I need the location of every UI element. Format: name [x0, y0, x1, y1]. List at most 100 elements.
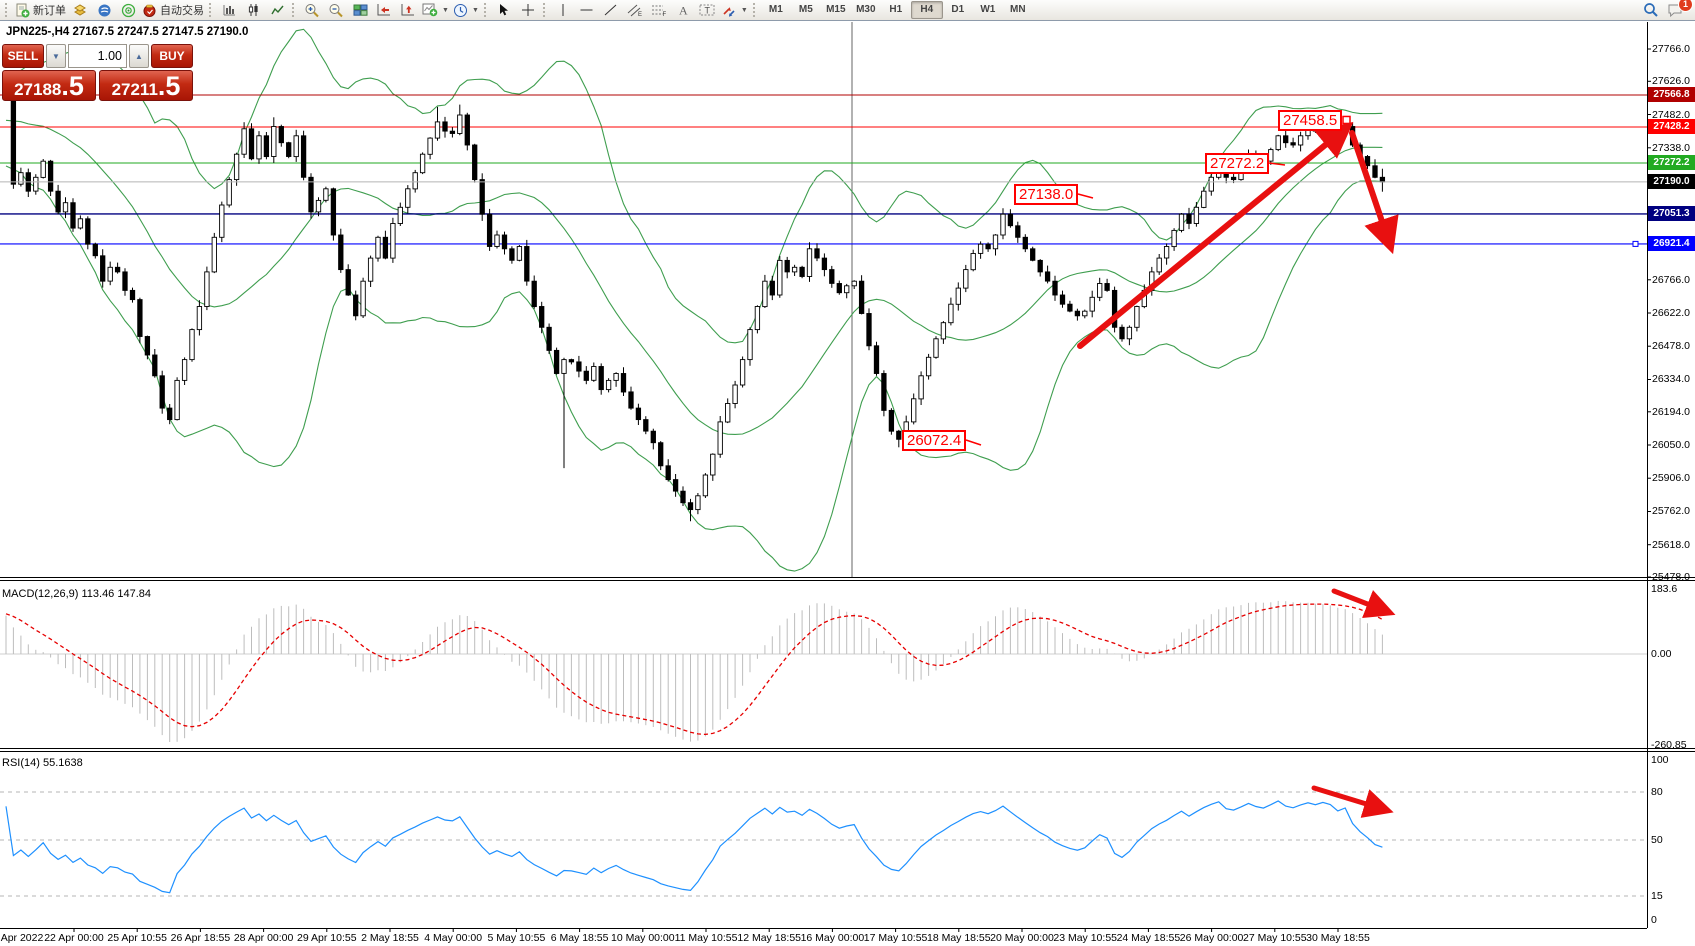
date-label: 23 May 10:55 — [1053, 932, 1118, 944]
buy-price-panel[interactable]: 27211 .5 — [99, 70, 193, 101]
autotrading-icon — [143, 4, 156, 17]
chart-window[interactable]: JPN225-,H4 27167.5 27247.5 27147.5 27190… — [0, 21, 1695, 946]
rsi-scale-label: 80 — [1651, 786, 1663, 798]
line-chart-button[interactable] — [265, 1, 289, 19]
dropdown-caret-icon: ▼ — [442, 6, 449, 14]
price-tick-label: 26622.0 — [1652, 307, 1690, 319]
sell-button[interactable]: SELL — [2, 44, 44, 68]
gold-icon — [74, 4, 86, 16]
timeframe-button-d1[interactable]: D1 — [951, 4, 965, 15]
date-label: 26 Apr 18:55 — [170, 932, 231, 944]
chart-canvas[interactable] — [0, 21, 1695, 946]
new-chart-button[interactable]: ▼ — [420, 1, 451, 19]
arrows-tool-button[interactable]: ▼ — [719, 1, 750, 19]
buy-button[interactable]: BUY — [151, 44, 193, 68]
candlestick-chart-icon — [248, 4, 258, 16]
timeframe-button-h1[interactable]: H1 — [889, 4, 903, 15]
date-label: 12 May 18:55 — [737, 932, 802, 944]
rsi-scale-label: 15 — [1651, 890, 1663, 902]
main-pane[interactable] — [0, 22, 1647, 577]
trend-down-arrow[interactable] — [1349, 130, 1399, 255]
radar-icon — [121, 3, 135, 17]
date-label: 2 May 18:55 — [361, 932, 419, 944]
toolbar-grip[interactable] — [542, 3, 548, 17]
date-label: 22 Apr 00:00 — [44, 932, 104, 944]
volume-decrease-button[interactable]: ▼ — [46, 44, 66, 68]
zoom-in-icon — [305, 3, 319, 17]
metaeditor-button[interactable] — [68, 1, 92, 19]
timeframe-button-h4[interactable]: H4 — [910, 1, 943, 19]
date-label: 4 May 00:00 — [424, 932, 483, 944]
timeframe-button-w1[interactable]: W1 — [980, 4, 996, 15]
auto-scroll-icon — [377, 4, 390, 16]
macd-down-arrow[interactable] — [1331, 588, 1396, 619]
search-button[interactable] — [1639, 1, 1663, 19]
volume-increase-button[interactable]: ▲ — [129, 44, 149, 68]
volume-input[interactable]: 1.00 — [68, 44, 127, 68]
signals-button[interactable] — [116, 1, 140, 19]
autotrading-button[interactable]: 自动交易 — [140, 1, 206, 19]
toolbar-grip[interactable] — [483, 3, 489, 17]
cursor-tool-button[interactable] — [492, 1, 516, 19]
date-label: 28 Apr 00:00 — [233, 932, 294, 944]
date-label: 29 Apr 10:55 — [297, 932, 357, 944]
chart-shift-button[interactable] — [396, 1, 420, 19]
horizontal-line-tool-button[interactable] — [575, 1, 599, 19]
date-label: 10 May 00:00 — [610, 932, 675, 944]
auto-scroll-button[interactable] — [372, 1, 396, 19]
zoom-out-button[interactable] — [324, 1, 348, 19]
toolbar-grip[interactable] — [752, 3, 758, 17]
text-tool-button[interactable]: A — [671, 1, 695, 19]
toolbar-grip[interactable] — [5, 3, 10, 17]
community-button[interactable] — [92, 1, 116, 19]
price-annotation[interactable]: 26072.4 — [902, 429, 967, 451]
annotation-handle[interactable] — [1342, 115, 1351, 125]
axis-price-badge: 27428.2 — [1648, 119, 1695, 135]
tile-windows-button[interactable] — [348, 1, 372, 19]
buy-price-frac: .5 — [157, 71, 181, 102]
crosshair-tool-button[interactable] — [516, 1, 540, 19]
axis-price-badge: 27566.8 — [1648, 87, 1695, 103]
date-label: 11 May 10:55 — [674, 932, 738, 944]
sell-price-panel[interactable]: 27188 .5 — [2, 70, 96, 101]
timeframe-button-m15[interactable]: M15 — [826, 4, 846, 15]
toolbar-grip[interactable] — [292, 3, 297, 17]
price-tick-label: 26194.0 — [1652, 405, 1690, 418]
trend-up-arrow[interactable] — [1077, 121, 1354, 349]
text-label-tool-button[interactable]: T — [695, 1, 719, 19]
notifications-button[interactable]: 1 — [1663, 0, 1693, 19]
svg-text:A: A — [679, 4, 688, 18]
price-annotation[interactable]: 27458.5 — [1278, 109, 1343, 131]
rsi-line — [5, 800, 1383, 894]
bollinger-middle-band[interactable] — [5, 119, 1383, 435]
timeframe-button-mn[interactable]: MN — [1010, 4, 1026, 15]
bollinger-upper-band[interactable] — [5, 28, 1383, 344]
zoom-in-button[interactable] — [300, 1, 324, 19]
timeframe-button-m5[interactable]: M5 — [798, 4, 813, 15]
price-annotation[interactable]: 27272.2 — [1205, 152, 1270, 174]
candlestick-chart-button[interactable] — [241, 1, 265, 19]
date-label: 17 May 10:55 — [863, 932, 928, 944]
price-tick-label: 27626.0 — [1652, 75, 1690, 88]
trendline-tool-button[interactable] — [599, 1, 623, 19]
timeframe-button-m30[interactable]: M30 — [856, 4, 876, 15]
bollinger-lower-band[interactable] — [5, 165, 1383, 572]
date-label: 27 May 10:55 — [1242, 932, 1307, 944]
price-annotation[interactable]: 27138.0 — [1014, 183, 1079, 205]
periods-button[interactable]: ▼ — [451, 1, 481, 19]
new-order-button[interactable]: 新订单 — [13, 1, 68, 19]
vertical-line-tool-button[interactable] — [551, 1, 575, 19]
text-label-icon: T — [699, 4, 715, 16]
fibonacci-icon: F — [651, 5, 666, 17]
price-tick-label: 26766.0 — [1652, 273, 1690, 286]
fibonacci-tool-button[interactable]: F — [647, 1, 671, 19]
macd-label: MACD(12,26,9) 113.46 147.84 — [2, 588, 151, 600]
timeframe-button-m1[interactable]: M1 — [768, 4, 783, 15]
toolbar-grip[interactable] — [209, 3, 214, 17]
bar-chart-button[interactable] — [217, 1, 241, 19]
rsi-down-arrow[interactable] — [1311, 785, 1394, 818]
text-a-icon: A — [679, 4, 688, 18]
equidistant-channel-tool-button[interactable]: E — [623, 1, 647, 19]
notification-badge: 1 — [1678, 0, 1693, 12]
line-selection-handle[interactable] — [1632, 240, 1639, 247]
